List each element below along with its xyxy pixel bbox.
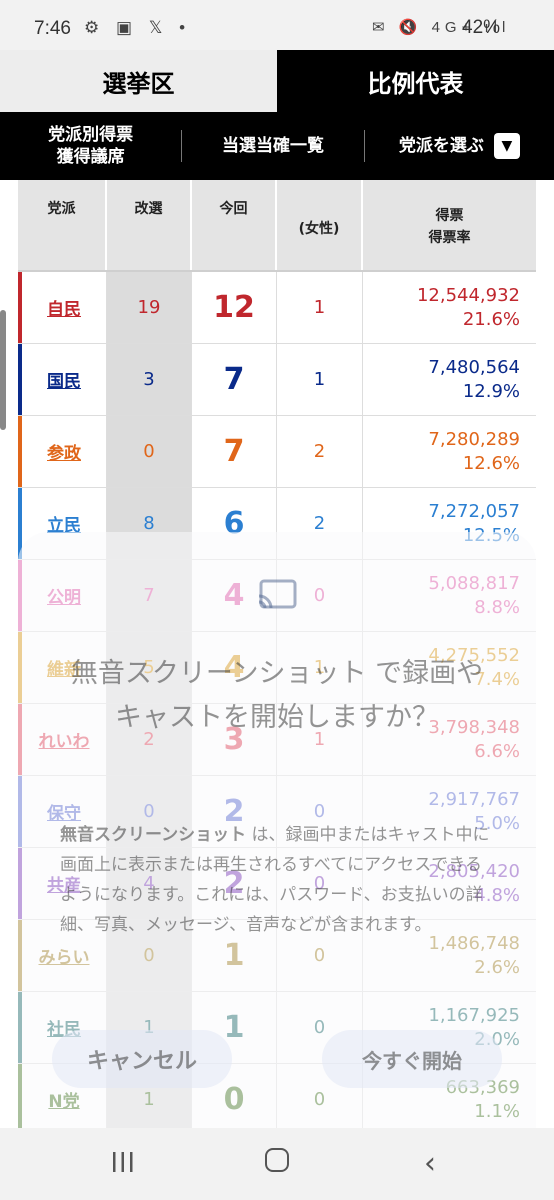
party-cell: 国民 bbox=[18, 344, 107, 415]
josei-value: 2 bbox=[277, 488, 363, 559]
votes-cell: 12,544,932 21.6% bbox=[363, 272, 536, 343]
party-cell: 自民 bbox=[18, 272, 107, 343]
party-link[interactable]: 参政 bbox=[47, 444, 81, 464]
header-kaisen: 改選 bbox=[107, 180, 192, 270]
tab-district[interactable]: 選挙区 bbox=[0, 50, 277, 112]
konkai-value: 7 bbox=[192, 416, 277, 487]
votes-cell: 7,480,564 12.9% bbox=[363, 344, 536, 415]
kaisen-value: 19 bbox=[107, 272, 192, 343]
cast-icon bbox=[258, 579, 297, 609]
party-cell: 立民 bbox=[18, 488, 107, 559]
signal-icons: ✉ 🔇 4G+ ıll bbox=[372, 19, 511, 36]
josei-value: 1 bbox=[277, 272, 363, 343]
josei-value: 2 bbox=[277, 416, 363, 487]
header-votes-rate: 得票率 bbox=[428, 230, 471, 246]
kaisen-value: 3 bbox=[107, 344, 192, 415]
edge-panel-handle[interactable] bbox=[0, 310, 6, 430]
josei-value: 1 bbox=[277, 344, 363, 415]
vote-count: 7,480,564 bbox=[428, 356, 520, 378]
vote-rate: 12.6% bbox=[462, 452, 520, 474]
table-row: 自民 19 12 1 12,544,932 21.6% bbox=[18, 272, 536, 344]
home-icon[interactable] bbox=[265, 1148, 289, 1172]
sub-navigation: 党派別得票 獲得議席 当選当確一覧 党派を選ぶ ▼ bbox=[0, 112, 554, 180]
divider bbox=[363, 130, 365, 162]
votes-cell: 7,280,289 12.6% bbox=[363, 416, 536, 487]
main-tabs: 選挙区 比例代表 bbox=[0, 50, 554, 112]
vote-count: 12,544,932 bbox=[416, 284, 520, 306]
header-votes-label: 得票 bbox=[435, 208, 464, 224]
choose-party-select[interactable]: 党派を選ぶ ▼ bbox=[365, 133, 554, 159]
elected-list-link[interactable]: 当選当確一覧 bbox=[222, 136, 325, 156]
battery-level: 42% bbox=[462, 17, 501, 38]
status-time: 7:46 bbox=[34, 18, 71, 39]
table-row: 参政 0 7 2 7,280,289 12.6% bbox=[18, 416, 536, 488]
party-cell: 参政 bbox=[18, 416, 107, 487]
vote-rate: 12.9% bbox=[462, 380, 520, 402]
dialog-body-text: は、録画中またはキャスト中に画面上に表示または再生されるすべてにアクセスできるよ… bbox=[60, 825, 490, 935]
dialog-body-app: 無音スクリーンショット bbox=[60, 825, 247, 845]
back-icon[interactable]: ‹ bbox=[424, 1146, 436, 1181]
cancel-button[interactable]: キャンセル bbox=[52, 1030, 232, 1088]
header-josei: (女性) bbox=[277, 180, 363, 270]
notification-icons: ⚙ ▣ 𝕏 • bbox=[84, 18, 192, 37]
vote-count: 7,280,289 bbox=[428, 428, 520, 450]
party-link[interactable]: 立民 bbox=[47, 516, 81, 536]
konkai-value: 12 bbox=[192, 272, 277, 343]
start-now-button[interactable]: 今すぐ開始 bbox=[322, 1030, 502, 1088]
kaisen-value: 0 bbox=[107, 416, 192, 487]
screen-capture-dialog bbox=[18, 532, 536, 1128]
votes-seats-line2: 獲得議席 bbox=[56, 147, 125, 167]
recent-apps-icon[interactable] bbox=[110, 1150, 136, 1174]
dialog-title: 無音スクリーンショット で録画やキャストを開始しますか？ bbox=[70, 658, 484, 733]
konkai-value: 7 bbox=[192, 344, 277, 415]
table-row: 国民 3 7 1 7,480,564 12.9% bbox=[18, 344, 536, 416]
votes-seats-line1: 党派別得票 bbox=[48, 125, 134, 145]
tab-proportional[interactable]: 比例代表 bbox=[277, 50, 554, 112]
header-konkai: 今回 bbox=[192, 180, 277, 270]
table-header: 党派 改選 今回 (女性) 得票 得票率 bbox=[18, 180, 536, 272]
vote-rate: 21.6% bbox=[462, 308, 520, 330]
choose-party-label: 党派を選ぶ bbox=[398, 136, 484, 156]
chevron-down-icon[interactable]: ▼ bbox=[493, 133, 520, 159]
dialog-body: 無音スクリーンショット は、録画中またはキャスト中に画面上に表示または再生される… bbox=[60, 820, 494, 940]
header-party: 党派 bbox=[18, 180, 107, 270]
party-link[interactable]: 自民 bbox=[47, 300, 81, 320]
header-votes: 得票 得票率 bbox=[363, 180, 536, 270]
party-link[interactable]: 国民 bbox=[47, 372, 81, 392]
vote-count: 7,272,057 bbox=[428, 500, 520, 522]
votes-seats-link[interactable]: 党派別得票 獲得議席 bbox=[0, 124, 181, 168]
divider bbox=[181, 130, 183, 162]
system-nav-bar bbox=[0, 1128, 554, 1200]
status-bar: 7:46 ⚙ ▣ 𝕏 • ✉ 🔇 4G+ ıll 42% bbox=[0, 0, 554, 58]
